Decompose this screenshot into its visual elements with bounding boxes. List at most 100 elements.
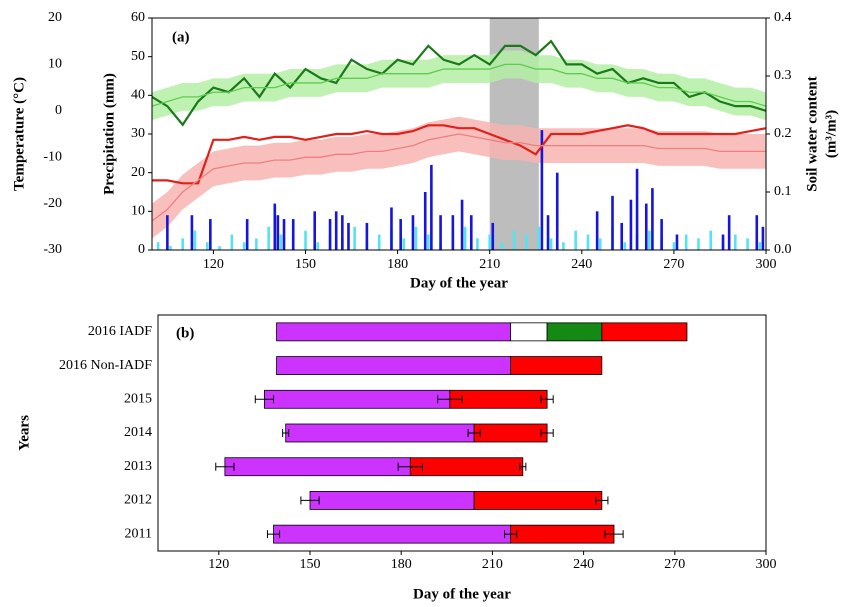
precip-bar bbox=[353, 226, 356, 250]
precip-bar bbox=[672, 242, 676, 250]
precip-bar bbox=[595, 211, 599, 250]
precip-bar bbox=[758, 242, 762, 250]
x-tick-label: 210 bbox=[479, 257, 500, 272]
y-tick-label: 60 bbox=[131, 10, 145, 25]
precip-bar bbox=[205, 242, 209, 250]
precip-bar bbox=[469, 215, 473, 250]
precip-bar bbox=[549, 238, 553, 250]
temp-tick-label: 20 bbox=[48, 10, 62, 25]
precip-bar bbox=[537, 226, 541, 250]
precip-bar bbox=[727, 215, 731, 250]
precip-bar bbox=[761, 226, 765, 250]
phase-bar bbox=[276, 322, 512, 342]
precip-bar bbox=[648, 230, 651, 250]
error-bar bbox=[540, 395, 554, 404]
y-axis-label: Years bbox=[16, 415, 32, 451]
precip-bar bbox=[276, 215, 280, 250]
precip-bar bbox=[209, 219, 212, 250]
precip-bar bbox=[334, 211, 338, 250]
phase-bar bbox=[473, 491, 603, 510]
precip-bar bbox=[255, 238, 258, 250]
precip-bar bbox=[463, 226, 467, 250]
phase-bar bbox=[449, 389, 548, 409]
y-tick-label: 2011 bbox=[125, 526, 152, 541]
precip-bar bbox=[512, 230, 516, 250]
phase-bar bbox=[273, 524, 512, 544]
temp-tick-label: -20 bbox=[43, 196, 62, 211]
precip-bar bbox=[476, 238, 479, 250]
phase-bar bbox=[510, 322, 548, 342]
x-tick-label: 300 bbox=[756, 257, 777, 272]
series-line bbox=[152, 124, 767, 185]
error-bar bbox=[282, 429, 290, 437]
precip-bar bbox=[245, 219, 249, 250]
phase-bar bbox=[510, 524, 615, 544]
x-tick-label: 180 bbox=[387, 257, 408, 272]
precip-bar bbox=[273, 203, 277, 250]
precip-bar bbox=[427, 234, 430, 250]
precip-bar bbox=[629, 199, 633, 250]
y2-tick-label: 0.1 bbox=[774, 184, 792, 199]
error-bar bbox=[604, 530, 624, 539]
x-tick-label: 180 bbox=[391, 557, 412, 572]
precip-bar bbox=[430, 164, 433, 250]
x-tick-label: 300 bbox=[756, 557, 777, 572]
x-axis-label: Day of the year bbox=[413, 586, 511, 602]
y2-axis-label: (m³/m³) bbox=[823, 110, 839, 158]
precip-bar bbox=[451, 215, 455, 250]
precip-bar bbox=[644, 203, 648, 250]
precip-bar bbox=[611, 195, 614, 250]
precip-bar bbox=[166, 215, 169, 250]
precip-bar bbox=[651, 188, 654, 250]
precip-bar bbox=[218, 246, 221, 250]
phase-bar bbox=[263, 389, 451, 409]
precip-bar bbox=[341, 215, 344, 250]
error-bar bbox=[254, 395, 275, 404]
precip-bar bbox=[546, 215, 550, 250]
x-tick-label: 150 bbox=[295, 257, 316, 272]
precip-bar bbox=[491, 222, 495, 250]
y-tick-label: 2013 bbox=[124, 459, 152, 474]
precip-bar bbox=[709, 230, 713, 250]
precip-bar bbox=[500, 242, 504, 250]
y-tick-label: 2016 IADF bbox=[88, 324, 152, 339]
precip-bar bbox=[313, 211, 317, 250]
temp-tick-label: -10 bbox=[43, 149, 62, 164]
precip-bar bbox=[439, 215, 442, 250]
precip-bar bbox=[377, 234, 381, 250]
precip-bar bbox=[365, 222, 369, 250]
x-tick-label: 150 bbox=[300, 557, 321, 572]
phase-bar bbox=[546, 322, 603, 342]
x-tick-label: 270 bbox=[663, 257, 684, 272]
error-bar bbox=[266, 530, 281, 539]
y-axis-label: Precipitation (mm) bbox=[101, 73, 117, 195]
y-tick-label: 2015 bbox=[124, 392, 152, 407]
y2-tick-label: 0.4 bbox=[774, 10, 792, 25]
temp-tick-label: 0 bbox=[55, 103, 62, 118]
phase-bar bbox=[309, 491, 475, 510]
temp-axis-label: Temperature (°C) bbox=[11, 77, 27, 191]
precip-bar bbox=[660, 219, 663, 250]
precip-bar bbox=[574, 230, 577, 250]
phase-bar bbox=[285, 423, 475, 443]
range-band bbox=[152, 116, 766, 239]
precip-bar bbox=[734, 234, 737, 250]
phase-bar bbox=[276, 356, 512, 375]
y2-axis-label: Soil water content bbox=[804, 76, 820, 192]
temp-tick-label: -30 bbox=[43, 242, 62, 257]
y2-tick-label: 0.2 bbox=[774, 126, 792, 141]
series-line bbox=[151, 63, 767, 107]
error-bar bbox=[504, 530, 518, 539]
error-bar bbox=[397, 462, 423, 471]
precip-bar bbox=[328, 219, 332, 250]
precip-bar bbox=[555, 172, 559, 250]
phase-bar bbox=[473, 423, 548, 443]
y-tick-label: 0 bbox=[138, 242, 145, 257]
y2-tick-label: 0.0 bbox=[774, 242, 792, 257]
panel-label: (b) bbox=[176, 325, 194, 341]
error-bar bbox=[519, 462, 527, 471]
y-tick-label: 2016 Non-IADF bbox=[59, 358, 152, 373]
precip-bar bbox=[411, 215, 415, 250]
precip-bar bbox=[282, 219, 286, 250]
